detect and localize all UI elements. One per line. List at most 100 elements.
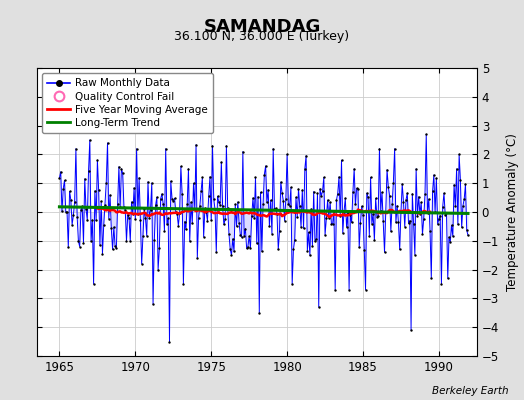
Point	[105, 216, 113, 222]
Point	[424, 196, 433, 202]
Point	[113, 201, 122, 208]
Point	[102, 179, 111, 186]
Point	[55, 175, 63, 181]
Point	[144, 179, 152, 185]
Point	[250, 214, 258, 221]
Point	[363, 190, 371, 196]
Point	[220, 221, 228, 228]
Point	[154, 266, 162, 273]
Point	[350, 166, 358, 172]
Point	[60, 177, 69, 184]
Point	[368, 221, 376, 227]
Point	[380, 249, 389, 256]
Point	[115, 164, 123, 170]
Point	[73, 214, 81, 220]
Point	[81, 176, 89, 182]
Point	[296, 203, 304, 210]
Point	[408, 190, 417, 197]
Point	[183, 201, 191, 208]
Point	[212, 249, 221, 256]
Point	[374, 212, 383, 219]
Point	[333, 190, 342, 197]
Point	[211, 206, 219, 212]
Point	[409, 221, 418, 227]
Point	[422, 131, 430, 138]
Point	[301, 166, 309, 172]
Point	[118, 170, 127, 177]
Point	[411, 252, 419, 258]
Point	[373, 214, 381, 220]
Point	[364, 194, 372, 200]
Point	[163, 221, 171, 227]
Point	[330, 208, 338, 214]
Point	[121, 207, 129, 213]
Legend: Raw Monthly Data, Quality Control Fail, Five Year Moving Average, Long-Term Tren: Raw Monthly Data, Quality Control Fail, …	[42, 73, 213, 133]
Point	[172, 209, 180, 216]
Point	[219, 203, 227, 210]
Point	[379, 218, 387, 225]
Point	[407, 327, 415, 333]
Point	[217, 159, 225, 166]
Point	[460, 196, 468, 202]
Point	[216, 202, 224, 208]
Point	[275, 228, 283, 234]
Point	[442, 210, 451, 217]
Point	[381, 209, 390, 216]
Point	[420, 215, 428, 222]
Text: Berkeley Earth: Berkeley Earth	[432, 386, 508, 396]
Point	[414, 194, 423, 200]
Point	[293, 214, 301, 220]
Text: SAMANDAG: SAMANDAG	[203, 18, 321, 36]
Point	[110, 224, 118, 230]
Point	[143, 232, 151, 239]
Point	[59, 186, 68, 192]
Point	[435, 216, 443, 222]
Point	[197, 188, 205, 194]
Point	[169, 198, 178, 204]
Point	[228, 236, 237, 242]
Point	[100, 222, 108, 228]
Point	[161, 146, 170, 152]
Point	[302, 152, 310, 159]
Point	[372, 195, 380, 202]
Point	[146, 207, 155, 213]
Point	[157, 196, 165, 202]
Point	[255, 310, 264, 316]
Point	[140, 206, 148, 212]
Point	[337, 157, 346, 163]
Point	[332, 197, 341, 203]
Point	[383, 166, 391, 173]
Point	[84, 168, 93, 174]
Point	[193, 255, 202, 261]
Point	[348, 189, 357, 196]
Point	[230, 248, 238, 254]
Point	[440, 190, 448, 196]
Point	[356, 219, 365, 226]
Point	[78, 203, 86, 210]
Point	[323, 197, 332, 203]
Point	[399, 199, 408, 205]
Point	[365, 232, 374, 239]
Point	[174, 222, 182, 229]
Point	[355, 244, 364, 251]
Point	[283, 151, 291, 158]
Point	[170, 195, 179, 202]
Point	[83, 217, 92, 223]
Point	[396, 246, 404, 253]
Point	[155, 245, 163, 251]
Point	[336, 213, 344, 220]
Point	[426, 228, 434, 234]
Point	[390, 146, 399, 152]
Point	[370, 237, 378, 244]
Point	[457, 224, 466, 230]
Point	[202, 208, 210, 215]
Point	[94, 187, 103, 194]
Point	[120, 204, 128, 210]
Point	[413, 213, 422, 220]
Point	[188, 220, 196, 227]
Point	[259, 200, 267, 207]
Point	[277, 179, 285, 185]
Point	[294, 186, 303, 192]
Point	[393, 202, 401, 209]
Point	[213, 193, 222, 200]
